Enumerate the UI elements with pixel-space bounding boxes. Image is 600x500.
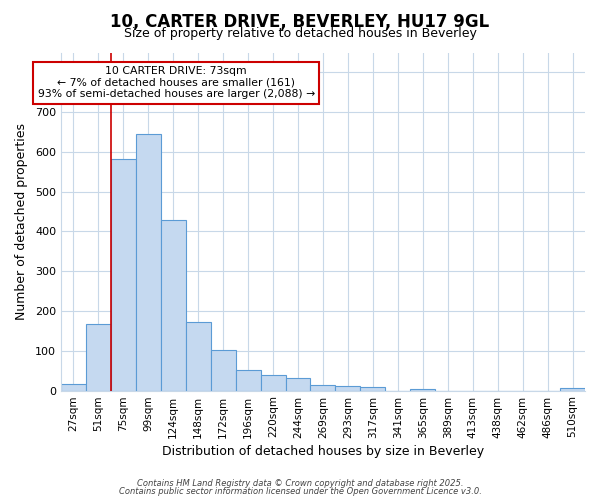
Bar [136,134,161,390]
Bar [111,158,136,390]
Bar [560,388,585,390]
Bar [260,374,286,390]
Text: Contains HM Land Registry data © Crown copyright and database right 2025.: Contains HM Land Registry data © Crown c… [137,478,463,488]
Bar [286,378,310,390]
Bar [186,322,211,390]
Bar [61,384,86,390]
Text: Size of property relative to detached houses in Beverley: Size of property relative to detached ho… [124,28,476,40]
Y-axis label: Number of detached properties: Number of detached properties [15,123,28,320]
Bar [310,384,335,390]
Text: 10, CARTER DRIVE, BEVERLEY, HU17 9GL: 10, CARTER DRIVE, BEVERLEY, HU17 9GL [110,12,490,30]
Bar [161,220,186,390]
X-axis label: Distribution of detached houses by size in Beverley: Distribution of detached houses by size … [162,444,484,458]
Bar [236,370,260,390]
Bar [410,388,435,390]
Bar [211,350,236,391]
Bar [86,324,111,390]
Bar [361,386,385,390]
Text: 10 CARTER DRIVE: 73sqm
← 7% of detached houses are smaller (161)
93% of semi-det: 10 CARTER DRIVE: 73sqm ← 7% of detached … [38,66,315,99]
Text: Contains public sector information licensed under the Open Government Licence v3: Contains public sector information licen… [119,487,481,496]
Bar [335,386,361,390]
